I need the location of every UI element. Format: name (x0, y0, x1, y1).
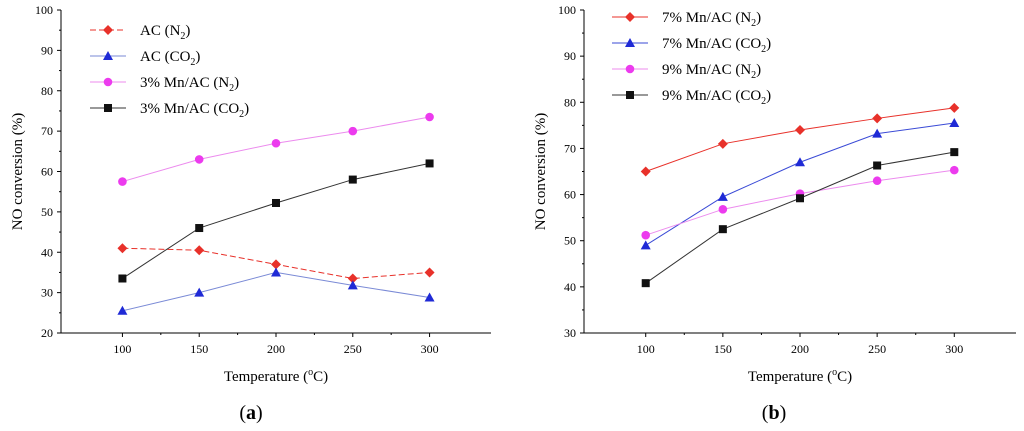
data-point (117, 305, 128, 315)
y-tick-label: 50 (564, 234, 576, 248)
data-point (641, 230, 651, 240)
legend-marker (625, 38, 635, 47)
x-tick-label: 250 (344, 342, 362, 356)
data-point (195, 224, 204, 233)
data-point (640, 240, 651, 250)
data-point (795, 157, 805, 167)
data-point (949, 165, 959, 175)
x-tick-label: 100 (637, 342, 655, 356)
legend-marker (104, 104, 112, 112)
legend-entry: AC (N2) (140, 23, 190, 42)
data-point (271, 259, 281, 270)
legend-entry: 3% Mn/AC (N2) (140, 75, 239, 94)
data-point (271, 138, 281, 148)
data-point (348, 126, 358, 136)
legend-entry: 7% Mn/AC (CO2) (662, 36, 771, 55)
y-tick-label: 30 (564, 326, 576, 340)
x-axis-title: Temperature (oC) (748, 367, 852, 385)
legend-entry: 9% Mn/AC (CO2) (662, 88, 771, 107)
y-tick-label: 100 (558, 3, 576, 17)
y-tick-label: 70 (564, 141, 576, 155)
data-point (271, 267, 281, 277)
data-point (796, 194, 804, 203)
data-point (950, 148, 959, 157)
x-tick-label: 100 (113, 342, 131, 356)
legend-entry: 7% Mn/AC (N2) (662, 10, 761, 29)
data-point (795, 124, 805, 135)
y-tick-label: 90 (564, 49, 576, 63)
data-point (949, 102, 960, 113)
data-point (272, 198, 280, 207)
data-point (718, 205, 728, 214)
series-line (645, 151, 955, 284)
data-point (949, 118, 960, 128)
data-point (117, 243, 128, 254)
data-point (717, 191, 728, 201)
data-point (873, 161, 882, 170)
chart-panel-a: 20 30 40 50 60 70 80 90 100 100 150 200 250 300 Temper… (10, 3, 491, 424)
legend-marker (625, 64, 635, 74)
panel-label: (b) (762, 402, 786, 424)
series-line (645, 122, 955, 246)
legend-marker (625, 12, 635, 22)
x-tick-label: 200 (791, 342, 809, 356)
x-tick-label: 300 (945, 342, 963, 356)
y-tick-label: 90 (41, 43, 53, 57)
legend-entry: AC (CO2) (140, 49, 200, 68)
data-point (348, 175, 357, 184)
data-point (194, 287, 205, 297)
legend-marker (103, 77, 113, 87)
data-point (118, 177, 127, 186)
y-tick-label: 50 (41, 205, 53, 219)
data-point (424, 267, 435, 278)
chart-panel-b: 30 40 50 60 70 80 90 100 100 150 200 250 300 Temperat… (533, 3, 1016, 424)
x-tick-label: 300 (421, 342, 439, 356)
data-point (718, 225, 727, 234)
y-tick-label: 20 (41, 326, 53, 340)
series-line (122, 271, 430, 312)
y-tick-label: 80 (41, 84, 53, 98)
y-tick-label: 60 (564, 188, 576, 202)
y-tick-label: 30 (41, 286, 53, 300)
series-line (645, 169, 955, 236)
data-point (194, 245, 205, 256)
y-axis-title: NO conversion (%) (10, 113, 26, 230)
x-tick-label: 200 (267, 342, 285, 356)
data-point (425, 159, 434, 168)
data-point (425, 112, 434, 122)
data-point (424, 292, 435, 302)
data-point (347, 280, 358, 290)
data-point (347, 273, 358, 284)
x-tick-label: 250 (868, 342, 886, 356)
legend-entry: 9% Mn/AC (N2) (662, 62, 761, 81)
data-point (717, 138, 728, 149)
data-point (194, 155, 204, 164)
data-point (872, 113, 883, 124)
y-tick-label: 60 (41, 165, 53, 179)
legend-marker (626, 91, 634, 99)
y-tick-label: 100 (35, 3, 53, 17)
data-point (640, 166, 651, 177)
series-line (122, 116, 430, 183)
legend-marker (103, 51, 113, 60)
y-tick-label: 40 (41, 245, 53, 259)
data-point (641, 279, 650, 288)
data-point (872, 176, 882, 186)
y-axis-title: NO conversion (%) (533, 113, 549, 230)
x-axis-title: Temperature (oC) (224, 367, 328, 385)
y-tick-label: 80 (564, 95, 576, 109)
x-tick-label: 150 (190, 342, 208, 356)
data-point (872, 128, 883, 138)
legend-entry: 3% Mn/AC (CO2) (140, 101, 249, 120)
x-tick-label: 150 (714, 342, 732, 356)
data-point (118, 274, 127, 283)
legend-marker (103, 25, 113, 35)
y-tick-label: 40 (564, 280, 576, 294)
y-tick-label: 70 (41, 124, 53, 138)
panel-label: (a) (239, 402, 262, 424)
